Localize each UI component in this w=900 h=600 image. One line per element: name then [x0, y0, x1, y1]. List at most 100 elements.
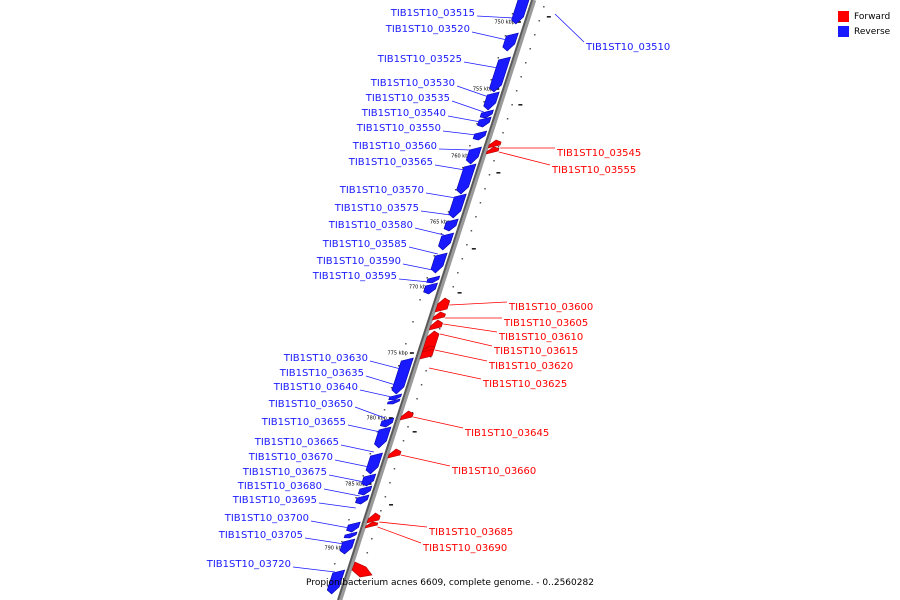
strand-dot — [380, 510, 382, 512]
gene-leader-line — [438, 148, 472, 151]
gene-leader-line — [354, 406, 385, 419]
strand-dot — [483, 101, 485, 103]
gene-leader-line — [449, 301, 508, 306]
gene-leader-line — [292, 566, 336, 573]
gene-leader-line — [442, 130, 477, 136]
gene-arrow-reverse — [326, 569, 346, 595]
gene-label-reverse: TIB1ST10_03675 — [242, 467, 327, 478]
scale-tick-label: 765 kbp — [430, 220, 450, 226]
gene-arrow-reverse — [339, 538, 356, 555]
genome-caption: Propionibacterium acnes 6609, complete g… — [306, 578, 594, 588]
gene-leader-line — [359, 389, 392, 398]
strand-dot — [389, 482, 391, 484]
strand-dot — [420, 384, 423, 386]
gene-label-reverse: TIB1ST10_03550 — [356, 123, 441, 134]
gene-leader-line — [408, 246, 438, 255]
strand-dot — [440, 233, 443, 235]
strand-dot — [405, 343, 407, 345]
strand-dot — [511, 13, 514, 15]
gene-arrow-reverse — [379, 417, 395, 428]
gene-label-reverse: TIB1ST10_03680 — [237, 481, 322, 492]
reverse-genes: TIB1ST10_03515 TIB1ST10_03520 TIB1ST10_035… — [206, 0, 530, 595]
gene-label-reverse: TIB1ST10_03540 — [361, 108, 446, 119]
strand-dot — [484, 188, 486, 190]
strand-dot — [462, 167, 464, 169]
strand-dot — [348, 519, 350, 521]
strand-dot — [371, 538, 373, 540]
strand-dot — [520, 76, 522, 78]
gene-leader-line — [398, 278, 429, 283]
gene-leader-line — [318, 502, 356, 509]
strand-dash — [389, 504, 394, 506]
gene-leader-line — [420, 210, 451, 216]
strand-dot — [529, 48, 531, 50]
strand-dot — [502, 132, 504, 134]
legend-label-reverse: Reverse — [854, 26, 891, 37]
gene-arrow-reverse — [479, 109, 494, 119]
gene-leader-line — [456, 85, 489, 98]
gene-arrow-reverse — [489, 56, 512, 93]
gene-arrow-forward — [387, 448, 402, 459]
gene-label-reverse: TIB1ST10_03640 — [273, 382, 358, 393]
strand-dot — [433, 255, 436, 257]
gene-leader-line — [347, 424, 381, 433]
strand-dot — [426, 277, 428, 279]
gene-label-forward: TIB1ST10_03545 — [556, 148, 641, 159]
gene-label-forward: TIB1ST10_03645 — [464, 428, 549, 439]
strand-dot — [419, 299, 421, 301]
strand-dot — [355, 497, 357, 499]
gene-leader-line — [463, 61, 499, 69]
gene-arrow-reverse — [426, 275, 441, 284]
strand-dot — [402, 440, 405, 442]
strand-dot — [515, 90, 518, 92]
scale-tick-label: 770 kbp — [409, 285, 429, 291]
gene-arrow-forward — [419, 330, 440, 360]
gene-label-forward: TIB1ST10_03685 — [428, 527, 513, 538]
strand-dot — [416, 398, 418, 400]
gene-label-forward: TIB1ST10_03660 — [451, 466, 536, 477]
strand-dot — [493, 160, 495, 162]
strand-dash — [546, 16, 551, 18]
strand-dot — [543, 6, 545, 8]
strand-dot — [390, 387, 393, 389]
strand-dot — [429, 356, 432, 358]
gene-label-reverse: TIB1ST10_03630 — [283, 353, 368, 364]
strand-dot — [506, 118, 509, 120]
gene-leader-line — [400, 454, 451, 467]
gene-leader-line — [334, 459, 370, 468]
legend-swatch-forward — [838, 11, 849, 22]
gene-leader-line — [365, 375, 396, 386]
gene-arrow-forward — [487, 139, 502, 149]
genome-backbone — [337, 0, 533, 600]
strand-dot — [407, 426, 409, 428]
gene-label-reverse: TIB1ST10_03665 — [254, 437, 339, 448]
gene-leader-line — [328, 474, 365, 483]
gene-label-forward: TIB1ST10_03620 — [488, 361, 573, 372]
gene-arrow-reverse — [465, 146, 482, 165]
strand-dot — [475, 216, 477, 218]
strand-dot — [326, 585, 329, 587]
strand-dot — [393, 468, 396, 470]
strand-dot — [470, 230, 473, 232]
strand-dot — [412, 321, 414, 323]
strand-dot — [538, 20, 541, 22]
forward-genes: TIB1ST10_03510 TIB1ST10_03545 TIB1ST10_035… — [351, 13, 670, 578]
gene-leader-line — [428, 367, 482, 380]
gene-arrow-forward — [399, 410, 414, 421]
strand-dot — [425, 370, 427, 372]
gene-leader-line — [434, 349, 488, 362]
gene-label-forward: TIB1ST10_03690 — [422, 543, 507, 554]
gene-leader-line — [554, 13, 585, 43]
gene-label-reverse: TIB1ST10_03670 — [248, 452, 333, 463]
gene-label-forward: TIB1ST10_03605 — [503, 318, 588, 329]
strand-dash — [457, 292, 462, 294]
gene-label-reverse: TIB1ST10_03530 — [370, 78, 455, 89]
gene-label-reverse: TIB1ST10_03595 — [312, 271, 397, 282]
gene-label-reverse: TIB1ST10_03655 — [261, 417, 346, 428]
gene-leader-line — [443, 323, 498, 333]
gene-arrow-reverse — [456, 163, 477, 195]
gene-arrow-reverse — [374, 426, 392, 449]
scale-tick-label: 775 kbp — [387, 351, 407, 357]
strand-dot — [362, 475, 364, 477]
